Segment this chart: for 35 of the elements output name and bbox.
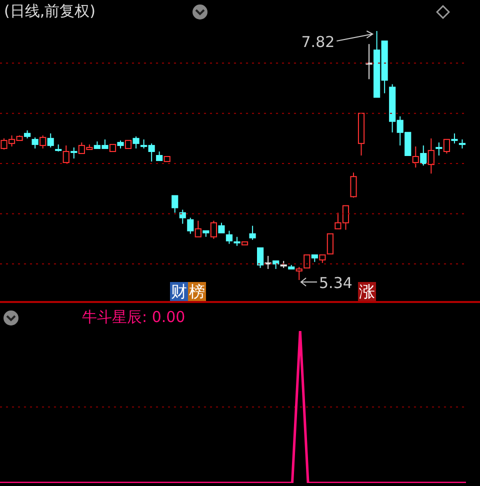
candlestick	[458, 138, 466, 149]
candlestick	[70, 146, 78, 160]
candlestick	[40, 134, 46, 149]
candlestick	[62, 144, 70, 164]
candlestick	[350, 172, 357, 198]
candlestick	[194, 220, 202, 238]
candlestick	[210, 220, 217, 240]
candlestick	[132, 136, 140, 149]
candlestick	[420, 144, 427, 166]
candlestick	[187, 217, 194, 234]
candlestick	[257, 247, 264, 268]
candlestick	[179, 209, 186, 224]
candlestick	[218, 222, 225, 234]
candlestick	[428, 138, 434, 174]
candlestick	[32, 136, 38, 149]
candlestick	[296, 266, 302, 280]
candlestick	[412, 146, 419, 168]
candlestick	[326, 233, 334, 254]
text: 财榜	[170, 282, 206, 301]
candlestick	[304, 254, 310, 268]
candlestick	[436, 142, 442, 156]
annotation: 5.34	[319, 274, 352, 292]
candlestick	[234, 236, 240, 246]
candlestick	[47, 132, 54, 148]
candlestick	[226, 230, 233, 244]
candlestick	[451, 132, 458, 144]
candlestick	[172, 195, 178, 214]
text: 涨	[358, 282, 376, 301]
chart-title: 牛斗星辰: 0.00	[82, 308, 186, 327]
candlestick	[156, 150, 163, 162]
candlestick	[249, 225, 256, 240]
candlestick	[366, 44, 372, 80]
annotation: 7.82	[301, 33, 335, 51]
chart-title: (日线,前复权)	[4, 2, 96, 21]
candlestick	[443, 138, 450, 154]
